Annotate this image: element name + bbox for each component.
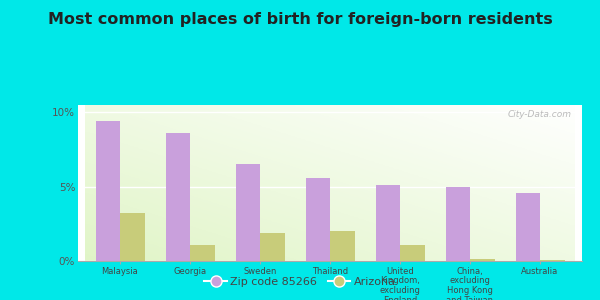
Text: City-Data.com: City-Data.com xyxy=(508,110,572,119)
Text: Most common places of birth for foreign-born residents: Most common places of birth for foreign-… xyxy=(47,12,553,27)
Bar xyxy=(190,245,215,261)
Bar xyxy=(330,231,355,261)
Bar xyxy=(166,133,190,261)
Bar xyxy=(235,164,260,261)
Bar xyxy=(305,178,330,261)
Bar xyxy=(260,233,284,261)
Bar xyxy=(120,214,145,261)
Bar xyxy=(445,187,470,261)
Bar xyxy=(470,259,494,261)
Bar xyxy=(515,193,540,261)
Bar xyxy=(95,121,120,261)
Bar xyxy=(376,185,400,261)
Bar xyxy=(540,260,565,261)
Legend: Zip code 85266, Arizona: Zip code 85266, Arizona xyxy=(200,273,400,291)
Bar xyxy=(400,245,425,261)
